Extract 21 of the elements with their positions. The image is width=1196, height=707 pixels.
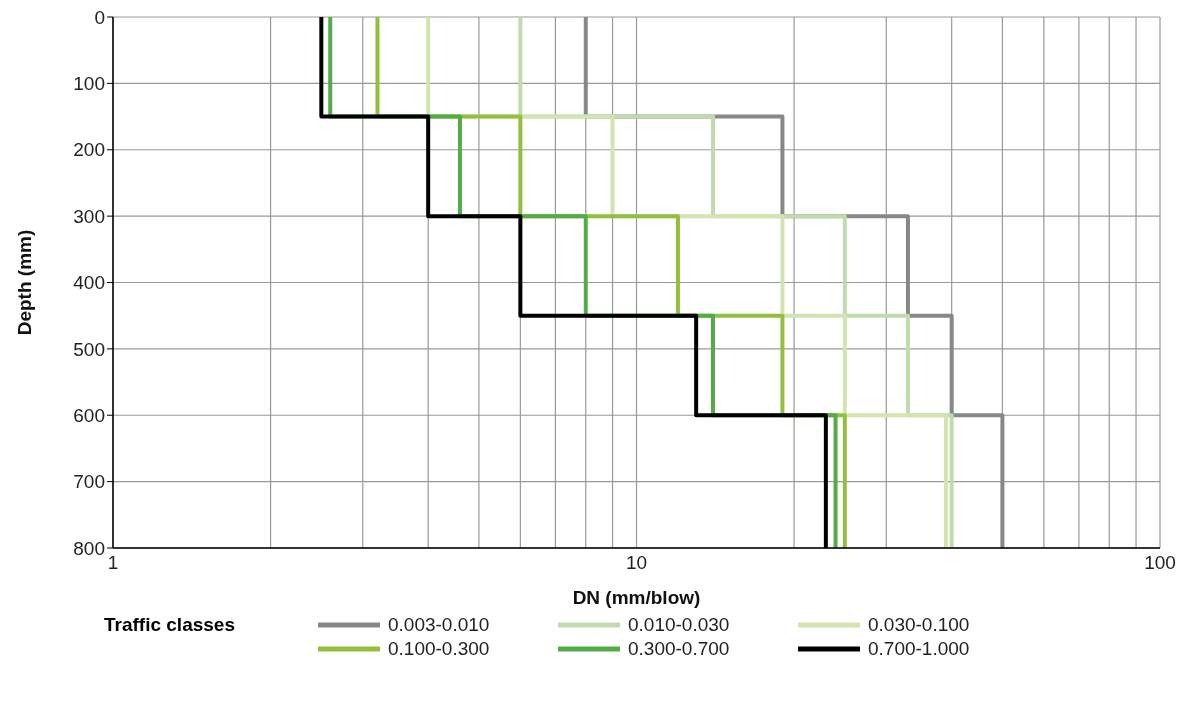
y-tick-label: 400	[73, 272, 105, 294]
legend-label: 0.003-0.010	[388, 614, 490, 636]
y-tick-label: 500	[73, 338, 105, 360]
x-tick-label: 100	[1144, 552, 1176, 574]
legend-label: 0.100-0.300	[388, 638, 490, 660]
x-tick-label: 10	[625, 552, 648, 574]
y-tick-label: 600	[73, 404, 105, 426]
y-tick-label: 800	[73, 537, 105, 559]
y-tick-label: 0	[94, 6, 105, 28]
x-tick-label: 1	[107, 552, 119, 574]
legend-label: 0.700-1.000	[868, 638, 970, 660]
y-axis-title: Depth (mm)	[13, 229, 35, 336]
legend-label: 0.300-0.700	[628, 638, 730, 660]
y-tick-label: 300	[73, 205, 105, 227]
y-tick-label: 100	[73, 73, 105, 95]
y-tick-label: 700	[73, 471, 105, 493]
legend-title: Traffic classes	[104, 614, 236, 636]
x-axis-title: DN (mm/blow)	[572, 587, 701, 608]
legend-label: 0.030-0.100	[868, 614, 970, 636]
y-tick-label: 200	[73, 139, 105, 161]
legend-label: 0.010-0.030	[628, 614, 730, 636]
